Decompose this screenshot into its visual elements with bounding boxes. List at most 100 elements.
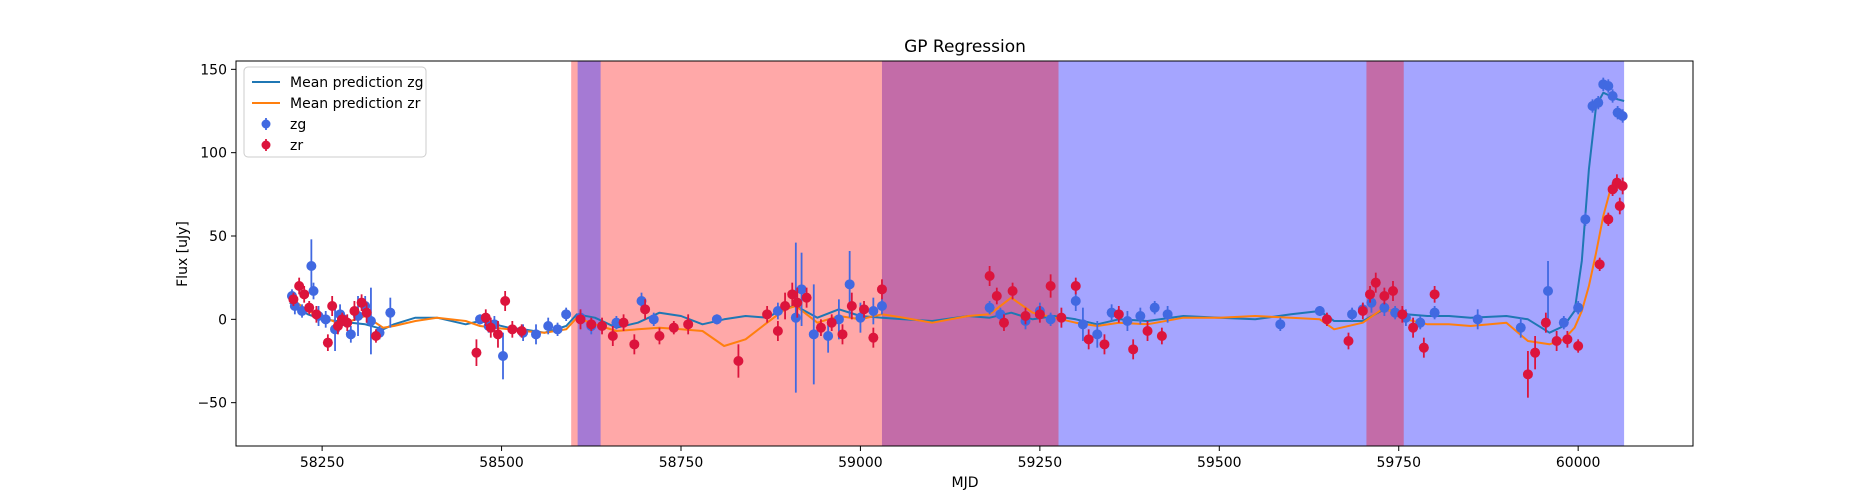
marker bbox=[1122, 316, 1133, 326]
data-point bbox=[1113, 306, 1124, 323]
marker bbox=[1077, 319, 1088, 330]
marker bbox=[500, 296, 511, 306]
marker bbox=[790, 312, 801, 323]
data-point bbox=[586, 317, 597, 331]
data-point bbox=[1594, 257, 1605, 271]
marker bbox=[1540, 317, 1551, 328]
data-point bbox=[1083, 329, 1094, 350]
data-point bbox=[1573, 339, 1584, 353]
data-point bbox=[1530, 336, 1541, 370]
marker bbox=[1162, 309, 1173, 320]
marker bbox=[876, 301, 887, 311]
marker bbox=[876, 284, 887, 295]
marker bbox=[762, 309, 773, 320]
data-point bbox=[1429, 306, 1440, 320]
marker bbox=[1603, 81, 1614, 91]
x-tick-label: 58250 bbox=[300, 455, 345, 471]
marker bbox=[1603, 214, 1614, 225]
data-point bbox=[1275, 317, 1286, 331]
marker bbox=[308, 286, 319, 296]
marker bbox=[1594, 259, 1605, 270]
data-point bbox=[780, 292, 791, 320]
data-point bbox=[790, 242, 801, 393]
marker bbox=[711, 314, 722, 325]
y-axis: −50 0 50 100 150 bbox=[197, 62, 236, 412]
data-point bbox=[1593, 96, 1604, 110]
marker bbox=[311, 309, 322, 320]
data-points bbox=[286, 77, 1628, 398]
data-point bbox=[1162, 306, 1173, 323]
chart-title: GP Regression bbox=[904, 37, 1026, 57]
marker bbox=[844, 279, 855, 290]
legend-entry: Mean prediction zg bbox=[252, 75, 424, 91]
marker bbox=[636, 296, 647, 306]
marker bbox=[1149, 302, 1160, 313]
marker bbox=[1562, 334, 1573, 345]
marker bbox=[654, 331, 665, 341]
x-tick-label: 59750 bbox=[1376, 455, 1421, 471]
marker bbox=[1387, 286, 1398, 296]
data-point bbox=[876, 279, 887, 300]
marker bbox=[327, 301, 338, 311]
data-point bbox=[654, 327, 665, 345]
data-point bbox=[1045, 274, 1056, 298]
shaded-region bbox=[571, 61, 882, 446]
data-point bbox=[984, 266, 995, 286]
data-point bbox=[1617, 109, 1628, 123]
data-point bbox=[808, 284, 819, 385]
x-tick-label: 59500 bbox=[1197, 455, 1242, 471]
marker bbox=[984, 302, 995, 313]
data-point bbox=[1580, 212, 1591, 226]
data-point bbox=[299, 286, 310, 303]
data-point bbox=[995, 307, 1006, 321]
marker bbox=[683, 319, 694, 330]
data-point bbox=[876, 297, 887, 315]
data-point bbox=[801, 287, 812, 308]
data-point bbox=[772, 321, 783, 341]
marker bbox=[796, 284, 807, 295]
data-point bbox=[1379, 287, 1390, 305]
marker bbox=[1408, 322, 1419, 333]
marker bbox=[1070, 281, 1081, 291]
data-point bbox=[1515, 317, 1526, 338]
data-point bbox=[1614, 197, 1625, 215]
data-point bbox=[356, 294, 367, 311]
data-point bbox=[1135, 307, 1146, 325]
marker bbox=[611, 317, 622, 328]
marker bbox=[1020, 311, 1031, 321]
data-point bbox=[385, 297, 396, 328]
data-point bbox=[998, 314, 1009, 331]
marker bbox=[561, 309, 572, 320]
data-point bbox=[1558, 316, 1569, 330]
marker bbox=[1365, 289, 1376, 300]
y-axis-label: Flux [uJy] bbox=[175, 221, 191, 287]
marker bbox=[507, 324, 518, 335]
marker bbox=[1045, 314, 1056, 325]
x-axis-label: MJD bbox=[952, 475, 979, 491]
marker bbox=[1321, 314, 1332, 325]
marker bbox=[1607, 91, 1618, 101]
marker bbox=[552, 324, 563, 335]
data-point bbox=[492, 321, 503, 348]
data-point bbox=[1056, 307, 1067, 328]
data-point bbox=[361, 302, 372, 323]
legend-marker-swatch bbox=[261, 140, 271, 150]
shaded-region bbox=[577, 61, 601, 446]
marker bbox=[322, 337, 333, 348]
data-point bbox=[1045, 312, 1056, 326]
data-point bbox=[1603, 212, 1614, 226]
marker bbox=[780, 301, 791, 311]
data-point bbox=[762, 306, 773, 323]
marker bbox=[516, 326, 527, 336]
marker bbox=[1343, 336, 1354, 346]
data-point bbox=[846, 292, 857, 320]
marker bbox=[607, 331, 618, 341]
data-point bbox=[868, 327, 879, 348]
marker bbox=[1418, 342, 1429, 353]
data-point bbox=[1429, 286, 1440, 303]
x-tick-label: 58750 bbox=[659, 455, 704, 471]
data-point bbox=[1099, 334, 1110, 355]
marker bbox=[370, 331, 381, 341]
marker bbox=[1573, 302, 1584, 313]
